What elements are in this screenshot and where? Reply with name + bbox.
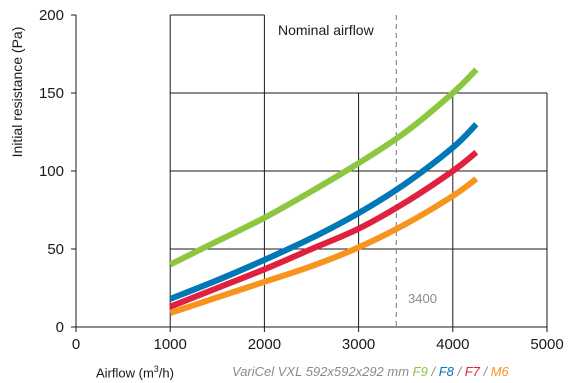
x-tick-label-4000: 4000 [436,336,469,353]
x-tick-labels: 0 1000 2000 3000 4000 5000 [72,336,564,353]
nominal-airflow-annotation: Nominal airflow [278,22,375,38]
x-tick-label-3000: 3000 [342,336,375,353]
x-axis-label: Airflow (m3/h) [96,364,174,381]
legend-entry-f7: F7 [464,364,480,379]
x-tick-label-0: 0 [72,336,80,353]
series-line-f7 [169,149,479,310]
grid-lines [71,14,548,332]
legend-separator: / [479,364,491,379]
y-tick-label-200: 200 [39,7,64,24]
series-curves [168,67,479,316]
legend-entry-m6: M6 [490,364,509,379]
x-tick-label-1000: 1000 [154,336,187,353]
legend: VariCel VXL 592x592x292 mm F9 / F8 / F7 … [232,364,509,379]
nominal-airflow-value: 3400 [408,291,437,306]
x-tick-label-2000: 2000 [248,336,281,353]
y-tick-label-0: 0 [56,319,64,336]
legend-separator: / [427,364,439,379]
y-tick-label-100: 100 [39,163,64,180]
legend-entry-f8: F8 [438,364,454,379]
y-tick-label-50: 50 [47,241,64,258]
y-tick-labels: 0 50 100 150 200 [39,7,64,336]
y-axis-label: Initial resistance (Pa) [9,27,25,158]
x-tick-label-5000: 5000 [530,336,563,353]
y-tick-label-150: 150 [39,85,64,102]
series-line-f8 [169,122,479,302]
legend-product: VariCel VXL 592x592x292 mm [232,364,410,379]
series-line-m6 [169,176,479,316]
legend-entry-f9: F9 [412,364,428,379]
legend-separator: / [453,364,465,379]
series-line-f9 [168,67,479,268]
